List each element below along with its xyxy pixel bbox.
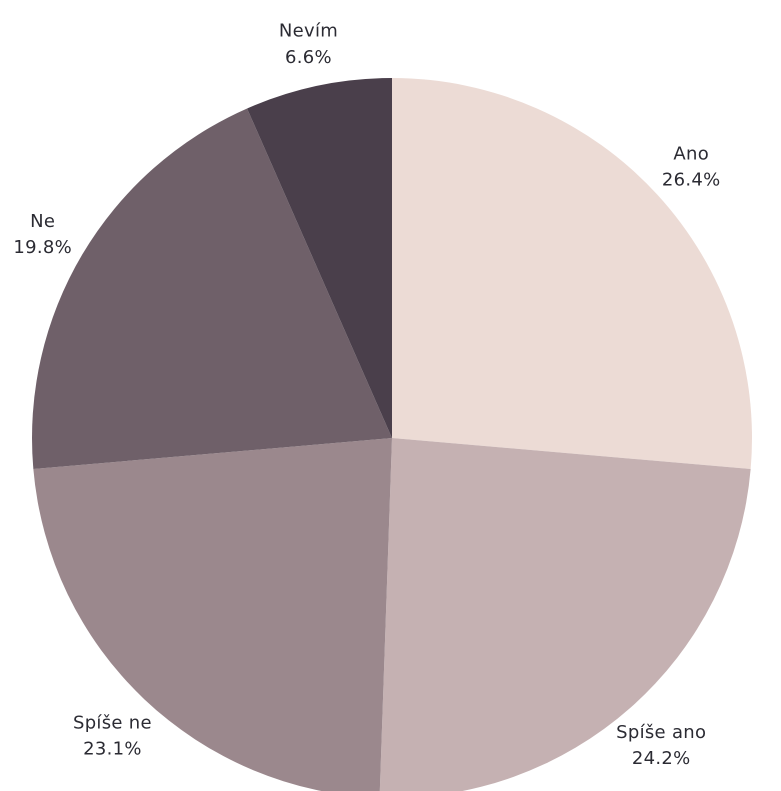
slice-category-label: Ano	[673, 144, 709, 165]
slice-label-ano: Ano 26.4%	[662, 144, 721, 191]
slice-ano	[392, 78, 752, 470]
slice-spise-ano	[379, 438, 751, 791]
slice-value-label: 6.6%	[285, 47, 332, 68]
slice-value-label: 23.1%	[83, 739, 142, 760]
slice-spise-ne	[33, 438, 392, 791]
slice-category-label: Spíše ne	[73, 712, 152, 733]
slice-ne	[31, 108, 392, 470]
slice-category-label: Spíše ano	[616, 722, 706, 743]
slice-nevim	[247, 78, 392, 438]
slice-label-spise-ano: Spíše ano 24.2%	[616, 722, 706, 769]
slice-value-label: 19.8%	[13, 237, 72, 258]
slice-category-label: Nevím	[279, 21, 338, 42]
slice-value-label: 26.4%	[662, 170, 721, 191]
slice-value-label: 24.2%	[632, 748, 691, 769]
slice-label-spise-ne: Spíše ne 23.1%	[73, 712, 152, 759]
slice-label-nevim: Nevím 6.6%	[279, 21, 338, 68]
slice-label-ne: Ne 19.8%	[13, 211, 72, 258]
slice-category-label: Ne	[30, 211, 55, 232]
slices-group	[31, 78, 752, 791]
labels-group: Ano 26.4% Spíše ano 24.2% Spíše ne 23.1% Ne 19.…	[13, 21, 720, 769]
